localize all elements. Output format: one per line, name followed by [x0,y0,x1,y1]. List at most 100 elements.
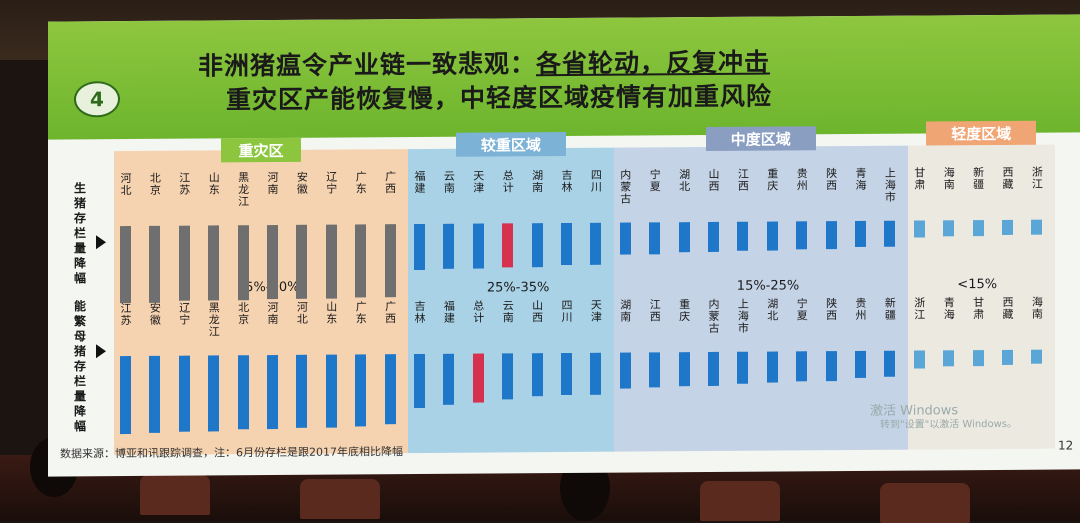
province-label: 浙 江 [914,296,926,322]
province-label: 山 东 [208,171,220,197]
province-label: 北 京 [149,171,161,197]
data-bar [296,354,308,428]
page-number: 12 [1058,438,1074,453]
province-label: 广 东 [355,300,367,326]
slide-number-badge: 4 [74,81,120,118]
data-bar [178,355,190,432]
audience-chair [880,483,970,523]
province-label: 山 西 [532,299,544,325]
data-bar [913,350,925,369]
province-label: 天 津 [473,169,485,195]
data-bar [149,355,161,433]
slide-subtitle: 重灾区产能恢复慢，中轻度区域疫情有加重风险 [226,81,773,115]
data-bar [355,354,367,427]
province-label: 海 南 [1031,295,1043,321]
chart-2-arrow-icon [96,344,106,359]
data-bar [1031,219,1043,235]
data-bar [1002,349,1013,365]
data-bar [884,350,896,377]
province-label: 新 疆 [973,166,985,192]
chart-1-arrow-icon [96,235,106,250]
data-bar [884,220,896,247]
region-range-label: <15% [957,276,998,293]
data-bar [531,223,543,267]
province-label: 四 川 [590,168,602,194]
data-bar [708,221,719,253]
audience-chair [140,475,210,515]
region-range-label: 15%-25% [736,278,800,294]
province-label: 青 海 [943,296,955,322]
data-bar [619,352,631,390]
data-bar [825,351,837,381]
province-label: 四 川 [561,298,573,325]
data-bar [855,220,866,248]
province-label: 内 蒙 古 [620,168,632,206]
province-label: 湖 南 [620,298,632,324]
data-bar [414,353,425,409]
province-label: 总 计 [502,169,514,195]
province-label: 辽 宁 [179,301,191,327]
province-label: 江 西 [649,298,661,324]
province-label: 甘 肃 [973,296,985,322]
data-bar [649,352,661,388]
province-label: 湖 南 [532,169,544,195]
audience-chair [700,481,780,521]
province-label: 西 藏 [1002,165,1014,191]
data-bar [208,225,220,301]
data-bar [531,353,543,397]
province-label: 广 东 [355,170,367,196]
data-bar [267,354,278,430]
province-label: 上 海 市 [737,297,749,335]
data-bar [972,350,984,367]
data-bar [590,222,602,265]
province-label: 江 苏 [179,171,191,197]
region-tag: 中度区域 [705,126,816,152]
data-bar [766,221,778,251]
data-bar [561,352,572,395]
province-label: 贵 州 [855,296,867,322]
data-bar [178,225,190,302]
province-label: 黑 龙 江 [208,301,220,339]
province-label: 安 徽 [149,301,161,327]
data-bar [796,351,808,382]
data-bar [384,224,396,297]
province-label: 天 津 [590,298,602,324]
province-label: 云 南 [502,299,514,325]
province-label: 河 南 [267,170,279,197]
province-label: 广 西 [385,170,397,196]
province-label: 江 西 [737,167,749,193]
province-label: 福 建 [414,169,426,196]
province-label: 河 北 [296,300,308,326]
source-note: 数据来源：博亚和讯跟踪调查，注：6月份存栏是跟2017年底相比降幅 [60,445,403,461]
data-bar [443,223,455,269]
data-bar [943,220,955,237]
province-label: 北 京 [238,301,250,327]
data-bar [796,221,808,249]
province-label: 总 计 [473,299,485,325]
data-bar [737,221,749,251]
presentation-slide: 4 非洲猪瘟令产业链一致悲观：各省轮动，反复冲击 重灾区产能恢复慢，中轻度区域疫… [48,14,1080,477]
data-bar [502,223,514,267]
province-label: 湖 北 [679,168,691,194]
province-label: 江 苏 [120,302,132,328]
slide-title-emphasis: 各省轮动，反复冲击 [536,47,771,79]
data-bar [472,223,484,269]
data-bar [678,352,690,386]
data-bar [1031,349,1043,364]
region-tag: 重灾区 [221,137,301,163]
data-bar [737,351,749,385]
province-label: 安 徽 [296,170,308,196]
region-range-label: 25%-35% [486,280,550,296]
province-label: 陕 西 [826,167,838,193]
province-label: 山 西 [708,167,720,193]
data-bar [561,222,572,266]
data-bar [296,224,308,299]
province-label: 云 南 [443,169,455,195]
data-bar [325,354,337,428]
data-bar [1002,219,1013,235]
province-label: 湖 北 [767,297,779,323]
province-label: 陕 西 [826,297,838,323]
province-label: 西 藏 [1002,295,1014,321]
region-tag: 较重区域 [455,131,566,157]
province-label: 辽 宁 [326,170,338,196]
